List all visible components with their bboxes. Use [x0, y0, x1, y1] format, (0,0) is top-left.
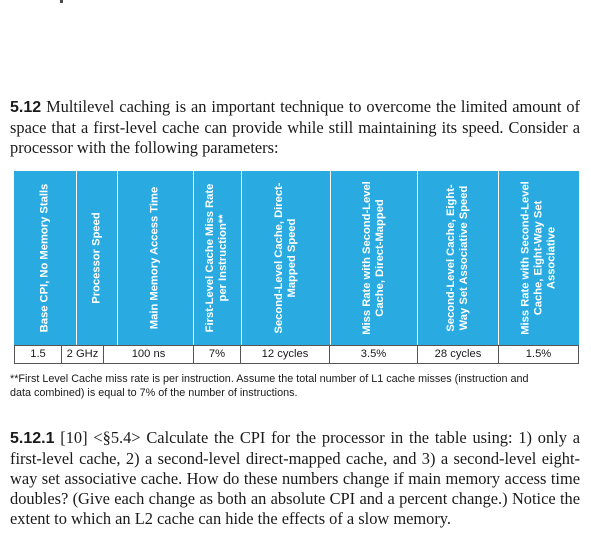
value-cell: 3.5%: [330, 346, 418, 363]
value-cell: 28 cycles: [418, 346, 499, 363]
problem-5-12-1-paragraph: 5.12.1 [10] <§5.4> Calculate the CPI for…: [10, 428, 580, 529]
table-footnote: **First Level Cache miss rate is per ins…: [10, 373, 529, 399]
header-cell: First-Level Cache Miss Rate per Instruct…: [193, 171, 242, 345]
header-cell: Processor Speed: [76, 171, 118, 345]
value-cell: 2 GHz: [62, 346, 104, 363]
value-cell: 12 cycles: [241, 346, 330, 363]
problem-number: 5.12: [10, 99, 42, 116]
value-cell: 1.5%: [525, 348, 552, 360]
table-header-row: Base CPI, No Memory Stalls Processor Spe…: [14, 171, 579, 345]
header-cell: Miss Rate with Second-Level Cache, Eight…: [519, 181, 557, 335]
parameters-table: Base CPI, No Memory Stalls Processor Spe…: [14, 171, 579, 365]
header-cell: Miss Rate with Second-Level Cache, Direc…: [330, 171, 418, 345]
subproblem-ref: [10] <§5.4>: [60, 428, 141, 447]
header-cell: Second-Level Cache, Direct-Mapped Speed: [241, 171, 331, 345]
value-cell: 7%: [194, 346, 241, 363]
value-cell: 1.5: [15, 346, 62, 363]
header-cell: Second-Level Cache, Eight-Way Set Associ…: [417, 171, 499, 345]
scan-mark: [60, 0, 63, 3]
value-cell: 100 ns: [104, 346, 194, 363]
table-value-row: 1.5 2 GHz 100 ns 7% 12 cycles 3.5% 28 cy…: [14, 345, 579, 364]
problem-5-12-paragraph: 5.12 Multilevel caching is an important …: [10, 97, 580, 158]
header-cell: Base CPI, No Memory Stalls: [14, 171, 77, 345]
subproblem-number: 5.12.1: [10, 430, 55, 447]
header-cell: Main Memory Access Time: [117, 171, 194, 345]
subproblem-text: Calculate the CPI for the processor in t…: [10, 428, 580, 528]
problem-text: Multilevel caching is an important techn…: [10, 97, 580, 157]
